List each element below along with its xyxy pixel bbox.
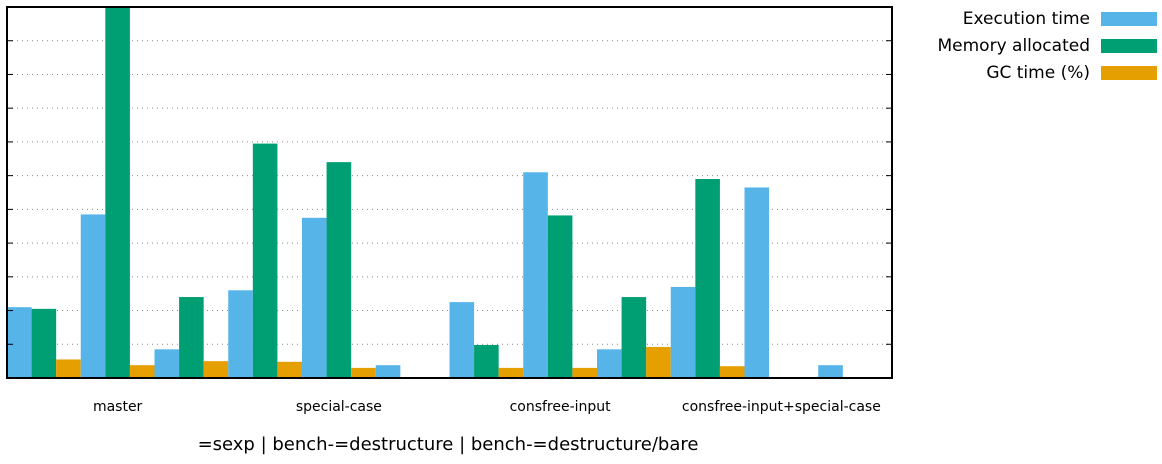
legend: Execution time Memory allocated GC time … xyxy=(900,9,1162,90)
category-label: consfree-input+special-case xyxy=(682,399,881,415)
plot-frame xyxy=(6,6,893,379)
bars xyxy=(7,7,843,378)
bar xyxy=(572,367,597,378)
bar xyxy=(818,365,843,378)
bar xyxy=(744,187,770,378)
bar xyxy=(80,214,106,378)
bar xyxy=(719,366,745,378)
category-label: special-case xyxy=(296,399,382,415)
legend-label: GC time (%) xyxy=(986,63,1090,83)
legend-item-execution-time: Execution time xyxy=(900,9,1162,36)
bar xyxy=(56,359,81,378)
legend-label: Memory allocated xyxy=(937,36,1091,56)
bar xyxy=(277,361,302,378)
bar xyxy=(351,367,376,378)
bar xyxy=(326,162,352,378)
bar xyxy=(252,143,278,378)
legend-swatch xyxy=(1101,12,1157,26)
category-labels: master special-case consfree-input consfree… xyxy=(93,399,881,415)
bar xyxy=(621,297,647,378)
bar xyxy=(670,286,696,378)
bar xyxy=(498,367,524,378)
bar xyxy=(449,302,475,378)
bar xyxy=(646,346,671,378)
category-label: consfree-input xyxy=(510,399,612,415)
bar xyxy=(375,365,401,378)
bar xyxy=(547,215,573,378)
bar xyxy=(203,361,229,378)
bar xyxy=(523,172,548,378)
legend-item-gc-time: GC time (%) xyxy=(900,63,1162,90)
legend-label: Execution time xyxy=(962,9,1090,29)
bar xyxy=(179,297,204,378)
category-label: master xyxy=(93,399,143,415)
legend-swatch xyxy=(1101,66,1157,80)
x-axis-title: =sexp | bench-=destructure | bench-=dest… xyxy=(197,434,699,455)
bar xyxy=(302,217,327,378)
bar xyxy=(129,365,155,378)
bar xyxy=(474,344,499,378)
bar xyxy=(7,307,32,378)
bar xyxy=(695,179,720,378)
bar xyxy=(31,308,57,378)
bar xyxy=(228,290,253,378)
bar xyxy=(154,349,180,378)
legend-swatch xyxy=(1101,39,1157,53)
bar xyxy=(105,7,130,378)
legend-item-memory-allocated: Memory allocated xyxy=(900,36,1162,63)
bar-chart: master special-case consfree-input consfree… xyxy=(6,6,893,415)
bar xyxy=(597,349,622,378)
